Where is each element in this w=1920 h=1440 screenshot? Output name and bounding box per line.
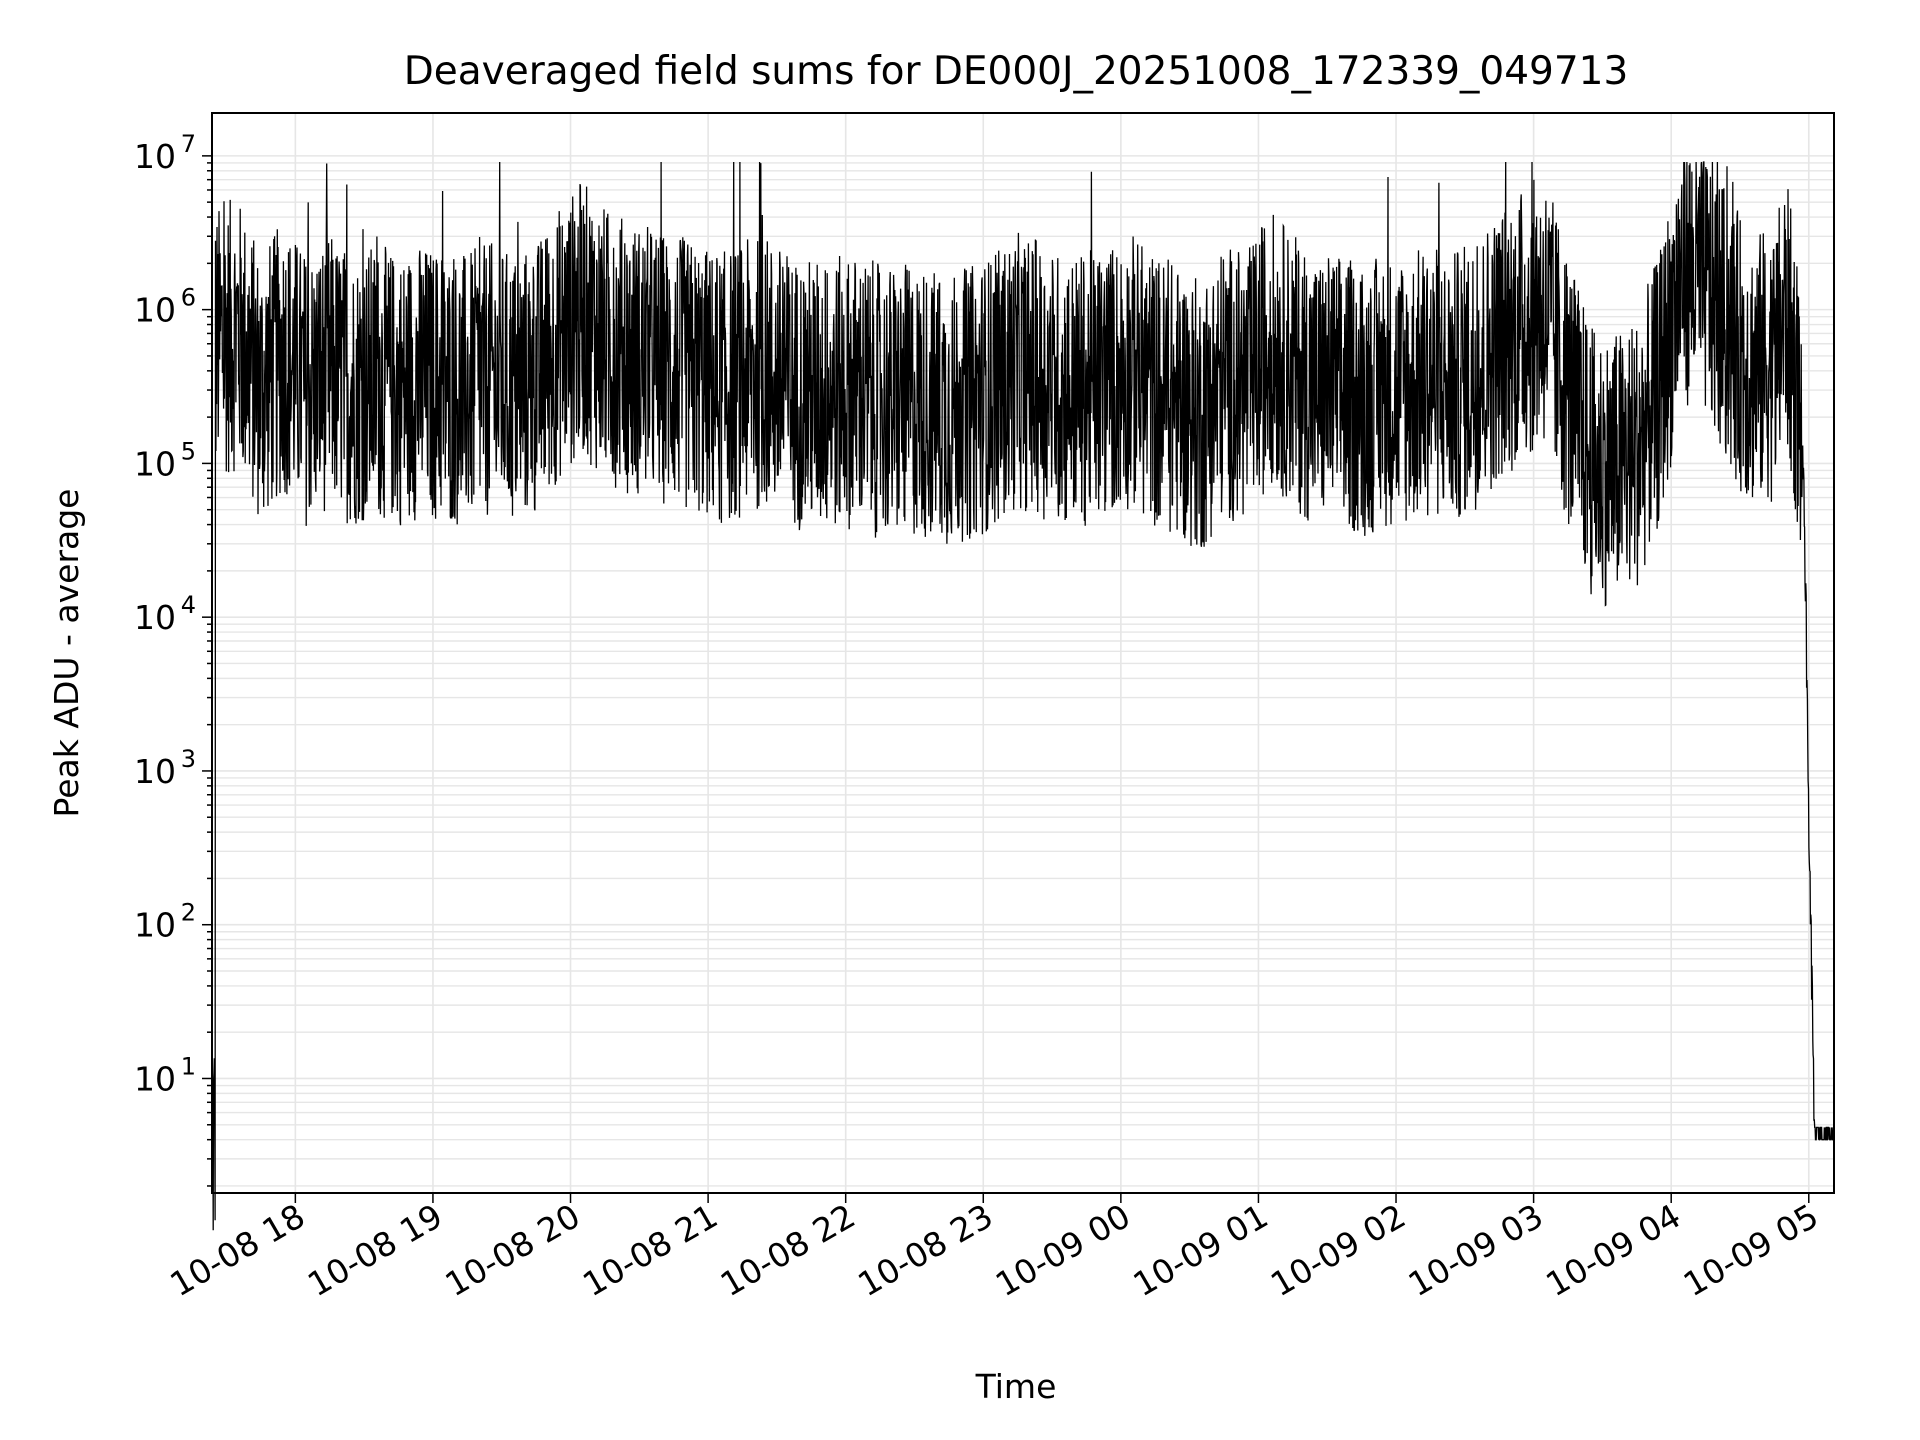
y-tick-exponent: 4 bbox=[181, 591, 196, 619]
y-tick-exponent: 3 bbox=[181, 745, 196, 773]
y-tick-exponent: 2 bbox=[181, 899, 196, 927]
x-axis-label: Time bbox=[975, 1367, 1057, 1406]
y-tick-exponent: 5 bbox=[181, 437, 196, 465]
y-tick-exponent: 7 bbox=[181, 130, 196, 158]
y-tick-label: 10 bbox=[134, 1059, 176, 1098]
y-tick-exponent: 6 bbox=[181, 284, 196, 312]
y-tick-label: 10 bbox=[134, 137, 176, 176]
y-tick-label: 10 bbox=[134, 444, 176, 483]
plot-frame bbox=[211, 112, 1835, 1194]
grid bbox=[212, 113, 1834, 1193]
chart-title: Deaveraged field sums for DE000J_2025100… bbox=[404, 49, 1629, 94]
y-tick-label: 10 bbox=[134, 291, 176, 330]
y-tick-exponent: 1 bbox=[181, 1052, 196, 1080]
y-tick-label: 10 bbox=[134, 598, 176, 637]
y-tick-label: 10 bbox=[134, 906, 176, 945]
y-axis-label: Peak ADU - average bbox=[47, 489, 86, 818]
series-line bbox=[211, 161, 1835, 1231]
y-tick-label: 10 bbox=[134, 752, 176, 791]
data-series bbox=[211, 161, 1835, 1231]
